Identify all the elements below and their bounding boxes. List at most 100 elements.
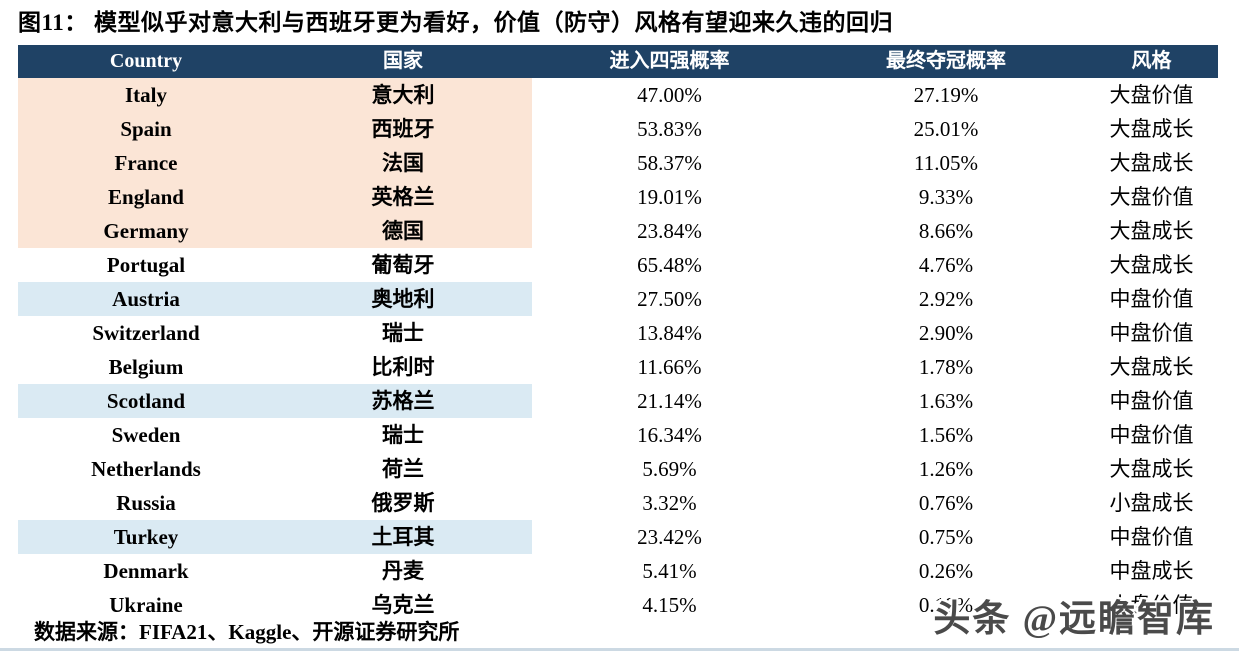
semi-final-prob-cell: 23.84%: [637, 219, 702, 243]
country-cell: Netherlands: [91, 457, 201, 481]
table-row: Spain 西班牙 53.83% 25.01% 大盘成长: [18, 112, 1218, 146]
table-row: Russia 俄罗斯 3.32% 0.76% 小盘成长: [18, 486, 1218, 520]
table-row: Portugal 葡萄牙 65.48% 4.76% 大盘成长: [18, 248, 1218, 282]
country-cell: Belgium: [108, 355, 184, 379]
data-source-note: 数据来源：FIFA21、Kaggle、开源证券研究所: [34, 620, 460, 644]
country-cell: Sweden: [111, 423, 181, 447]
header-cell-semi-prob: 进入四强概率: [609, 50, 730, 72]
champion-prob-cell: 27.19%: [913, 83, 979, 107]
semi-final-prob-cell: 11.66%: [637, 355, 702, 379]
country-cn-cell: 比利时: [371, 355, 435, 379]
country-cell: Russia: [116, 491, 176, 515]
country-cn-cell: 乌克兰: [371, 593, 435, 617]
country-cell: Austria: [18, 282, 274, 316]
style-cell: 小盘价值: [1109, 593, 1194, 617]
header-cell-country-cn: 国家: [383, 50, 423, 72]
table-row: Netherlands 荷兰 5.69% 1.26% 大盘成长: [18, 452, 1218, 486]
header-cell-country: Country: [109, 50, 183, 72]
champion-prob-cell: 0.26%: [918, 559, 974, 583]
country-cell: Germany: [18, 214, 274, 248]
table-row: Germany 德国 23.84% 8.66% 大盘成长: [18, 214, 1218, 248]
champion-prob-cell: 0.75%: [918, 525, 974, 549]
table-row: Italy 意大利 47.00% 27.19% 大盘价值: [18, 78, 1218, 112]
probability-table: Country 国家 进入四强概率 最终夺冠概率 风格 Italy 意大利 47…: [18, 45, 1218, 622]
table-body: Italy 意大利 47.00% 27.19% 大盘价值 Spain 西班牙 5…: [18, 78, 1218, 622]
semi-final-prob-cell: 13.84%: [637, 321, 702, 345]
style-cell: 大盘价值: [1109, 83, 1194, 107]
table-row: Ukraine 乌克兰 4.15% 0.18% 小盘价值: [18, 588, 1218, 622]
style-cell: 大盘成长: [1109, 117, 1194, 141]
country-cn-cell: 俄罗斯: [371, 491, 435, 515]
figure-title: 图11： 模型似乎对意大利与西班牙更为看好，价值（防守）风格有望迎来久违的回归: [18, 10, 893, 35]
champion-prob-cell: 2.90%: [918, 321, 974, 345]
semi-final-prob-cell: 16.34%: [637, 423, 702, 447]
semi-final-prob-cell: 65.48%: [637, 253, 702, 277]
semi-final-prob-cell: 21.14%: [637, 389, 702, 413]
semi-final-prob-cell: 19.01%: [637, 185, 702, 209]
champion-prob-cell: 1.26%: [918, 457, 974, 481]
country-cell: Spain: [18, 112, 274, 146]
champion-prob-cell: 8.66%: [918, 219, 974, 243]
champion-prob-cell: 25.01%: [913, 117, 979, 141]
table-row: England 英格兰 19.01% 9.33% 大盘价值: [18, 180, 1218, 214]
country-cell: Portugal: [106, 253, 186, 277]
country-cell: Italy: [18, 78, 274, 112]
style-cell: 大盘价值: [1109, 185, 1194, 209]
country-cn-cell: 瑞士: [382, 423, 424, 447]
champion-prob-cell: 9.33%: [918, 185, 974, 209]
country-cell: Ukraine: [109, 593, 183, 617]
style-cell: 大盘成长: [1109, 219, 1194, 243]
table-row: Sweden 瑞士 16.34% 1.56% 中盘价值: [18, 418, 1218, 452]
champion-prob-cell: 1.56%: [918, 423, 974, 447]
champion-prob-cell: 1.78%: [918, 355, 974, 379]
style-cell: 中盘成长: [1109, 559, 1194, 583]
semi-final-prob-cell: 53.83%: [637, 117, 702, 141]
champion-prob-cell: 0.76%: [918, 491, 974, 515]
country-cn-cell: 法国: [274, 146, 532, 180]
style-cell: 大盘成长: [1109, 253, 1194, 277]
table-row: Austria 奥地利 27.50% 2.92% 中盘价值: [18, 282, 1218, 316]
watermark: 头条 @远瞻智库: [933, 599, 1215, 640]
country-cn-cell: 荷兰: [382, 457, 424, 481]
country-cell: Scotland: [18, 384, 274, 418]
style-cell: 大盘成长: [1109, 355, 1194, 379]
header-cell-champion-prob: 最终夺冠概率: [886, 50, 1006, 72]
semi-final-prob-cell: 58.37%: [637, 151, 702, 175]
table-row: Switzerland 瑞士 13.84% 2.90% 中盘价值: [18, 316, 1218, 350]
semi-final-prob-cell: 3.32%: [642, 491, 697, 515]
semi-final-prob-cell: 4.15%: [642, 593, 697, 617]
champion-prob-cell: 0.18%: [918, 593, 974, 617]
style-cell: 大盘成长: [1109, 457, 1194, 481]
style-cell: 大盘成长: [1109, 151, 1194, 175]
country-cn-cell: 英格兰: [274, 180, 532, 214]
country-cell: England: [18, 180, 274, 214]
style-cell: 中盘价值: [1109, 389, 1194, 413]
champion-prob-cell: 2.92%: [918, 287, 974, 311]
country-cell: France: [18, 146, 274, 180]
style-cell: 中盘价值: [1109, 287, 1194, 311]
champion-prob-cell: 4.76%: [918, 253, 974, 277]
table-row: France 法国 58.37% 11.05% 大盘成长: [18, 146, 1218, 180]
country-cn-cell: 瑞士: [382, 321, 424, 345]
table-row: Scotland 苏格兰 21.14% 1.63% 中盘价值: [18, 384, 1218, 418]
bottom-accent-strip: [0, 648, 1239, 651]
country-cn-cell: 奥地利: [274, 282, 532, 316]
header-cell-style: 风格: [1131, 50, 1172, 72]
country-cn-cell: 丹麦: [382, 559, 424, 583]
table-row: Turkey 土耳其 23.42% 0.75% 中盘价值: [18, 520, 1218, 554]
country-cn-cell: 苏格兰: [274, 384, 532, 418]
style-cell: 中盘价值: [1109, 423, 1194, 447]
semi-final-prob-cell: 27.50%: [637, 287, 702, 311]
country-cn-cell: 德国: [274, 214, 532, 248]
semi-final-prob-cell: 23.42%: [637, 525, 702, 549]
country-cn-cell: 西班牙: [274, 112, 532, 146]
country-cn-cell: 意大利: [274, 78, 532, 112]
table-header-row: Country 国家 进入四强概率 最终夺冠概率 风格: [18, 45, 1218, 78]
country-cell: Switzerland: [92, 321, 200, 345]
champion-prob-cell: 1.63%: [918, 389, 974, 413]
country-cn-cell: 葡萄牙: [371, 253, 435, 277]
semi-final-prob-cell: 5.69%: [642, 457, 697, 481]
country-cell: Denmark: [103, 559, 189, 583]
semi-final-prob-cell: 5.41%: [642, 559, 697, 583]
semi-final-prob-cell: 47.00%: [637, 83, 702, 107]
